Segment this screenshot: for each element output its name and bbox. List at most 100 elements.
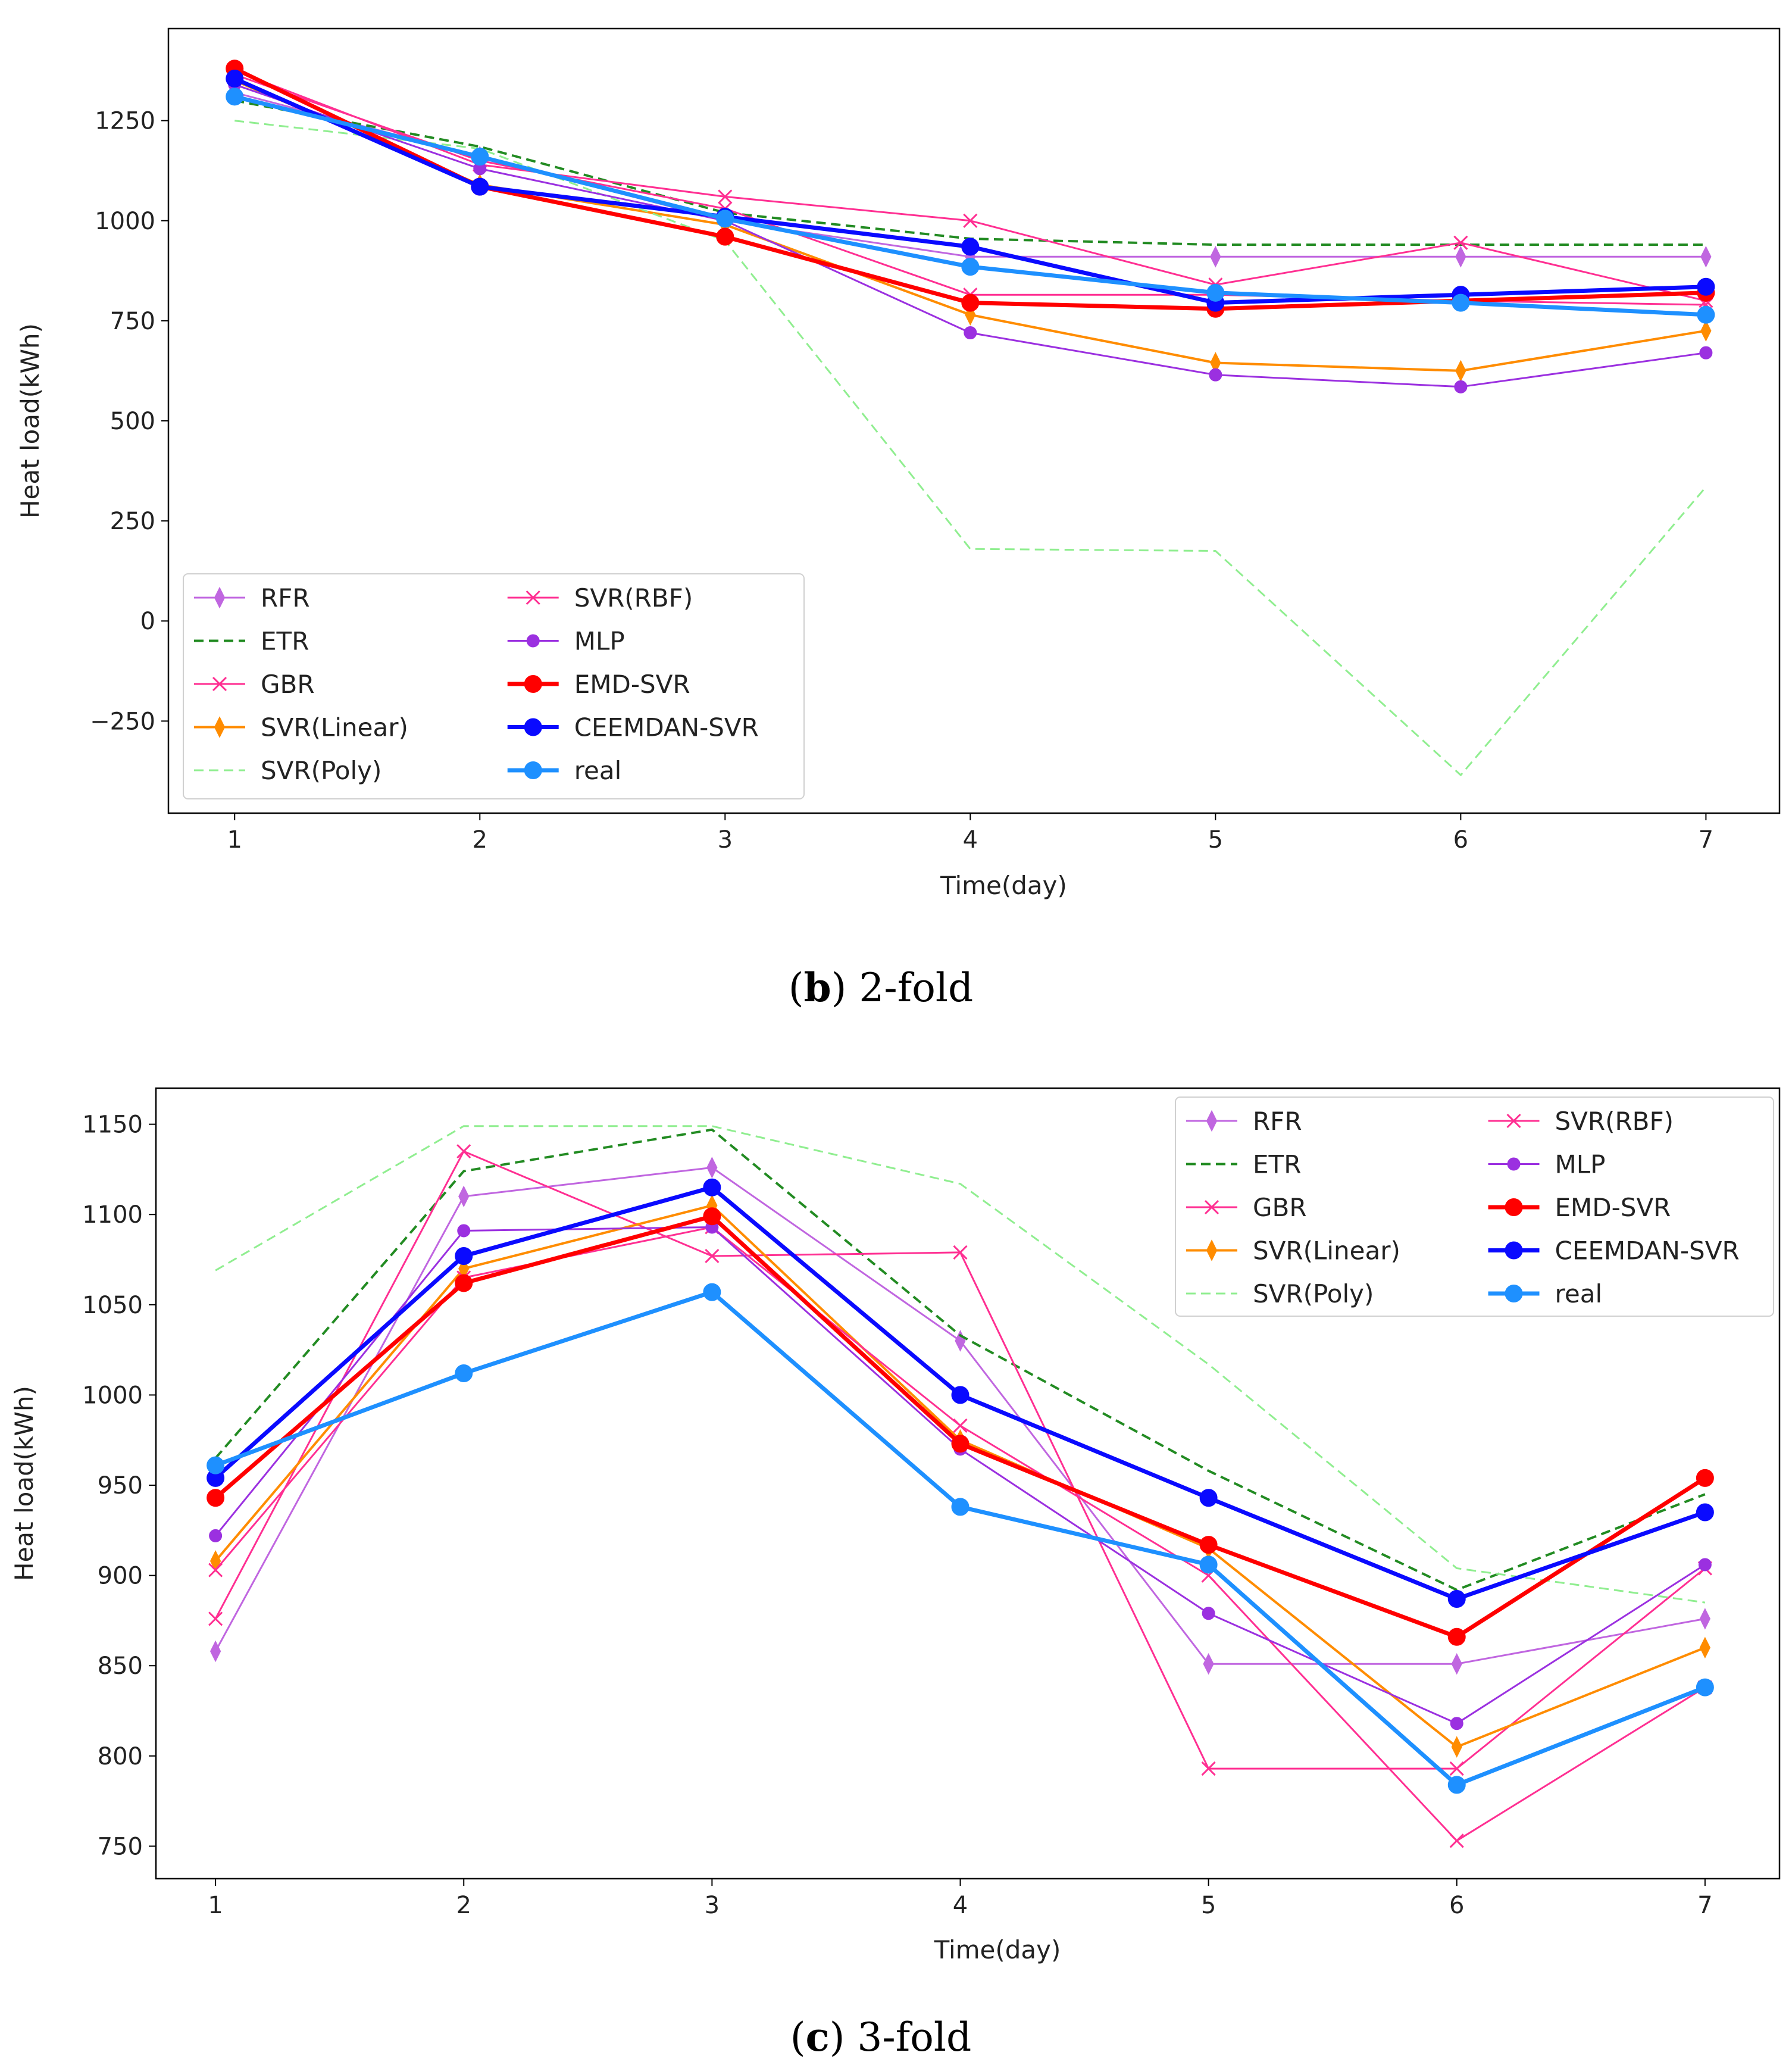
- data-point-ceemdan-svr: [703, 1178, 721, 1196]
- legend-item-ceemdan-svr: CEEMDAN-SVR: [1488, 1236, 1740, 1266]
- data-point-ceemdan-svr: [471, 177, 489, 196]
- legend-item-real: real: [507, 756, 621, 785]
- data-point-gbr: [953, 1245, 968, 1260]
- data-point-emd-svr: [1199, 1536, 1218, 1554]
- data-point-real: [1206, 283, 1225, 302]
- legend-marker: [214, 586, 226, 609]
- chart-2-fold: 1 2 3 4 5 6 7 −250 0 250 500 750 1000 1250 Time(day) He…: [0, 0, 1792, 1012]
- legend-item-real: real: [1488, 1279, 1603, 1308]
- legend-label: real: [1555, 1279, 1603, 1308]
- x-tick-label: 6: [1449, 1892, 1464, 1919]
- data-point-real: [1697, 305, 1715, 324]
- axes-frame: [155, 1087, 1781, 1880]
- legend-label: SVR(Poly): [1253, 1279, 1374, 1308]
- legend-item-gbr: GBR: [194, 670, 315, 699]
- y-tick-label: 850: [98, 1652, 143, 1680]
- axes-frame: [167, 27, 1781, 814]
- series-etr: [214, 1128, 1706, 1591]
- legend-item-gbr: GBR: [1186, 1193, 1307, 1222]
- y-axis-label: Heat load(kWh): [15, 323, 45, 518]
- legend-marker: [524, 675, 542, 693]
- series-emd-svr: [207, 1207, 1714, 1646]
- series-ceemdan-svr: [207, 1178, 1714, 1608]
- x-tick-label: 4: [953, 1892, 968, 1919]
- data-point-emd-svr: [1447, 1627, 1466, 1646]
- y-tick-label: 1000: [95, 208, 155, 235]
- y-axis-label: Heat load(kWh): [10, 1386, 39, 1581]
- y-tick-label: 750: [98, 1833, 143, 1860]
- data-point-gbr: [718, 189, 733, 204]
- x-tick-label: 7: [1697, 1892, 1712, 1919]
- y-tick-label: 0: [140, 608, 155, 635]
- series-gbr: [208, 1144, 1712, 1776]
- series-line-etr: [214, 1128, 1706, 1591]
- x-tick-label: 3: [705, 1892, 720, 1919]
- x-tick-label: 1: [208, 1892, 223, 1919]
- legend-marker: [1206, 1110, 1218, 1132]
- data-point-ceemdan-svr: [226, 70, 244, 88]
- y-tick-label: 900: [98, 1563, 143, 1590]
- chart-caption-2-fold: (b) 2-fold: [789, 964, 973, 1011]
- data-point-ceemdan-svr: [1199, 1489, 1218, 1507]
- data-point-mlp: [457, 1224, 471, 1238]
- data-point-gbr: [1453, 235, 1468, 250]
- legend-marker: [524, 718, 542, 736]
- data-point-svr-linear: [1699, 1636, 1710, 1659]
- series-svr-poly: [215, 1125, 1706, 1604]
- y-tick-label: 950: [98, 1472, 143, 1499]
- data-point-real: [1199, 1555, 1218, 1574]
- data-point-svr-linear: [1451, 1736, 1462, 1758]
- data-point-emd-svr: [207, 1489, 225, 1507]
- data-point-mlp: [1698, 1558, 1712, 1572]
- data-point-ceemdan-svr: [961, 238, 980, 256]
- data-point-emd-svr: [703, 1207, 721, 1226]
- x-tick-label: 2: [473, 826, 487, 854]
- data-point-mlp: [1699, 346, 1713, 360]
- legend-marker: [526, 590, 540, 605]
- data-point-gbr: [456, 1144, 471, 1159]
- y-tick-label: 800: [98, 1743, 143, 1770]
- data-point-mlp: [1450, 1717, 1463, 1730]
- data-point-mlp: [1202, 1607, 1215, 1620]
- data-point-ceemdan-svr: [455, 1247, 473, 1265]
- data-point-real: [455, 1364, 473, 1383]
- y-tick-label: −250: [90, 708, 155, 735]
- x-axis-label: Time(day): [934, 1935, 1061, 1964]
- legend-item-rfr: RFR: [1186, 1107, 1302, 1136]
- data-point-real: [951, 1498, 970, 1516]
- chart-caption-3-fold: (c) 3-fold: [790, 2014, 971, 2060]
- data-point-real: [226, 88, 244, 106]
- legend-item-svr-rbf: SVR(RBF): [507, 583, 693, 613]
- data-point-ceemdan-svr: [1697, 277, 1715, 296]
- legend-label: EMD-SVR: [574, 670, 690, 699]
- legend: RFR ETR GBR SVR(Linear) SVR(Poly) SVR(RBF) MLP…: [1175, 1096, 1774, 1317]
- y-tick-label: 1000: [82, 1382, 143, 1409]
- y-tick-label: 750: [110, 308, 155, 335]
- legend-label: ETR: [261, 627, 309, 656]
- y-tick-label: 1100: [82, 1201, 143, 1229]
- legend-box: [183, 573, 805, 799]
- data-point-mlp: [964, 326, 977, 340]
- legend-box: [1175, 1096, 1774, 1317]
- legend-item-ceemdan-svr: CEEMDAN-SVR: [507, 713, 759, 742]
- legend-label: RFR: [261, 583, 310, 613]
- legend: RFR ETR GBR SVR(Linear) SVR(Poly) SVR(RBF) MLP…: [183, 573, 805, 799]
- legend-item-etr: ETR: [194, 627, 309, 656]
- data-point-gbr: [963, 213, 978, 228]
- legend-marker: [1507, 1157, 1521, 1171]
- legend-label: SVR(Poly): [261, 756, 381, 785]
- data-point-emd-svr: [455, 1274, 473, 1292]
- chart-3-fold: 1 2 3 4 5 6 7 750 800 850 900 950 1000 1050 1100 1150 Ti…: [10, 1087, 1781, 2060]
- legend-item-emd-svr: EMD-SVR: [1488, 1193, 1671, 1222]
- data-point-mlp: [1454, 380, 1468, 393]
- x-tick-label: 3: [718, 826, 733, 854]
- legend-marker: [1204, 1199, 1219, 1215]
- legend-item-mlp: MLP: [1488, 1150, 1605, 1179]
- data-point-rfr: [1451, 1652, 1462, 1675]
- legend-label: RFR: [1253, 1107, 1302, 1136]
- data-point-rfr: [209, 1640, 221, 1663]
- data-point-real: [1447, 1776, 1466, 1794]
- legend-label: CEEMDAN-SVR: [1555, 1236, 1740, 1266]
- data-point-svr-rbf: [208, 1563, 223, 1577]
- data-point-ceemdan-svr: [951, 1386, 970, 1404]
